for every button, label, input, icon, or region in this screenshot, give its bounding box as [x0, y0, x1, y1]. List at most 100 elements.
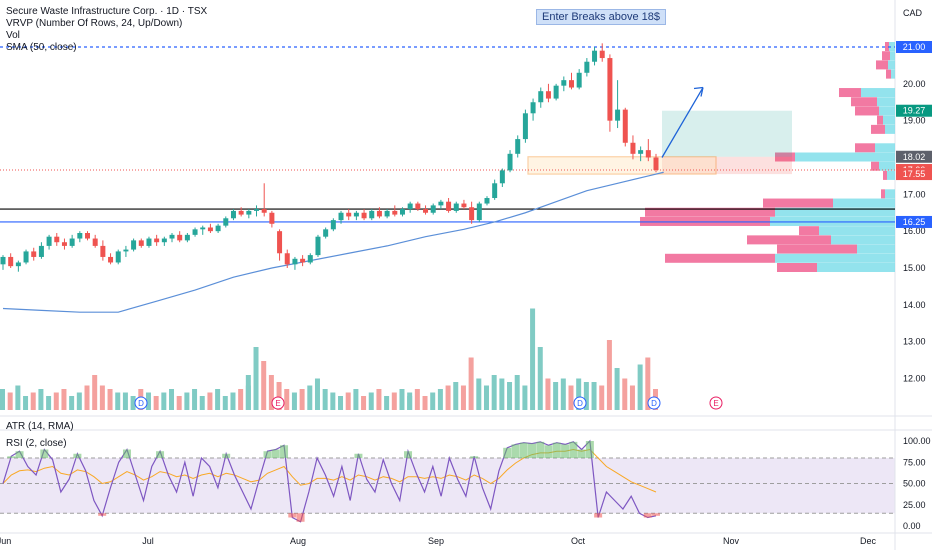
volume-bar	[268, 375, 274, 410]
price-axis-tick: 13.00	[903, 337, 926, 347]
candle-body	[200, 227, 206, 230]
volume-bar	[430, 392, 436, 410]
candle-body	[300, 258, 306, 263]
volume-profile-up	[887, 170, 895, 180]
candle-body	[69, 238, 75, 246]
candle-body	[361, 212, 367, 219]
candle-body	[92, 238, 98, 246]
candle-body	[138, 240, 144, 246]
volume-bar	[30, 392, 36, 410]
candle-body	[484, 198, 490, 204]
candle-body	[146, 238, 152, 246]
volume-bar	[107, 389, 113, 410]
projection-arrow	[661, 87, 704, 158]
rsi-legend[interactable]: RSI (2, close)	[6, 438, 67, 449]
volume-profile-down	[876, 60, 888, 70]
volume-profile-up	[831, 235, 895, 245]
volume-bar	[499, 378, 505, 410]
volume-profile-up	[877, 97, 895, 107]
volume-bar	[161, 392, 167, 410]
rsi-overbought-fill	[569, 441, 578, 458]
volume-profile-down	[881, 189, 885, 199]
rsi-overbought-fill	[528, 443, 537, 458]
candle-body	[100, 245, 106, 257]
event-marker	[647, 396, 661, 410]
candle-body	[599, 50, 605, 59]
rsi-oversold-fill	[652, 513, 660, 516]
volume-profile-up	[890, 51, 895, 61]
atr-legend[interactable]: ATR (14, RMA)	[6, 421, 74, 432]
volume-bar	[645, 357, 651, 410]
price-label-tag	[896, 215, 932, 228]
volume-bar	[414, 389, 420, 410]
candle-body	[615, 109, 621, 121]
volume-bar	[69, 396, 75, 410]
candle-body	[8, 256, 14, 267]
candle-body	[430, 205, 436, 213]
vrvp-legend[interactable]: VRVP (Number Of Rows, 24, Up/Down)	[6, 18, 183, 29]
price-axis-tick: 14.00	[903, 300, 926, 310]
time-axis-tick: Oct	[571, 536, 586, 546]
volume-bar	[222, 396, 228, 410]
rsi-overbought-fill	[15, 451, 24, 458]
rsi-overbought-fill	[561, 444, 570, 458]
volume-profile-up	[875, 143, 895, 153]
volume-bar	[122, 392, 128, 410]
volume-profile-up	[885, 189, 895, 199]
candle-body	[399, 209, 405, 215]
volume-profile-down	[747, 235, 831, 245]
volume-bar	[23, 396, 29, 410]
volume-profile-down	[665, 253, 775, 263]
volume-bar	[145, 392, 151, 410]
volume-bar	[261, 361, 267, 410]
volume-profile-up	[775, 207, 895, 217]
volume-bar	[361, 396, 367, 410]
volume-profile-down	[851, 97, 877, 107]
volume-bar	[637, 364, 643, 410]
projection-arrow-head	[693, 86, 704, 97]
volume-bar	[46, 396, 52, 410]
volume-legend[interactable]: Vol	[6, 30, 20, 41]
entry-zone-box	[527, 156, 717, 175]
candle-body	[54, 236, 60, 243]
volume-bar	[445, 385, 451, 410]
volume-bar	[338, 396, 344, 410]
entry-annotation[interactable]: Enter Breaks above 18$	[536, 9, 667, 25]
candle-body	[46, 236, 52, 246]
volume-bar	[560, 378, 566, 410]
price-label-text: 16.25	[903, 217, 926, 227]
rsi-overbought-fill	[271, 449, 280, 458]
candle-body	[123, 249, 129, 252]
volume-bar	[15, 385, 21, 410]
event-marker-label: D	[651, 399, 657, 408]
candle-body	[645, 150, 651, 158]
candle-body	[61, 242, 67, 246]
volume-bar	[345, 392, 351, 410]
sma-legend[interactable]: SMA (50, close)	[6, 42, 77, 53]
volume-profile-down	[877, 115, 883, 125]
price-axis-tick: 20.00	[903, 79, 926, 89]
event-marker	[709, 396, 723, 410]
time-axis-tick: Jul	[142, 536, 154, 546]
volume-bar	[192, 389, 198, 410]
volume-bar	[460, 385, 466, 410]
rsi-overbought-fill	[156, 451, 165, 458]
volume-profile-down	[855, 106, 879, 116]
candle-body	[38, 245, 44, 257]
rsi-overbought-fill	[544, 445, 553, 458]
candle-body	[85, 233, 91, 239]
volume-bar	[38, 389, 44, 410]
candle-body	[607, 58, 613, 121]
candle-body	[277, 231, 283, 254]
candle-body	[584, 61, 590, 73]
candle-body	[315, 236, 321, 256]
volume-bar	[483, 385, 489, 410]
volume-bar	[391, 392, 397, 410]
rsi-oversold-fill	[296, 513, 305, 522]
rsi-line	[2, 439, 657, 523]
volume-bar	[307, 385, 313, 410]
volume-bar	[7, 392, 13, 410]
price-label-text: 19.27	[903, 106, 926, 116]
candle-body	[638, 150, 644, 154]
